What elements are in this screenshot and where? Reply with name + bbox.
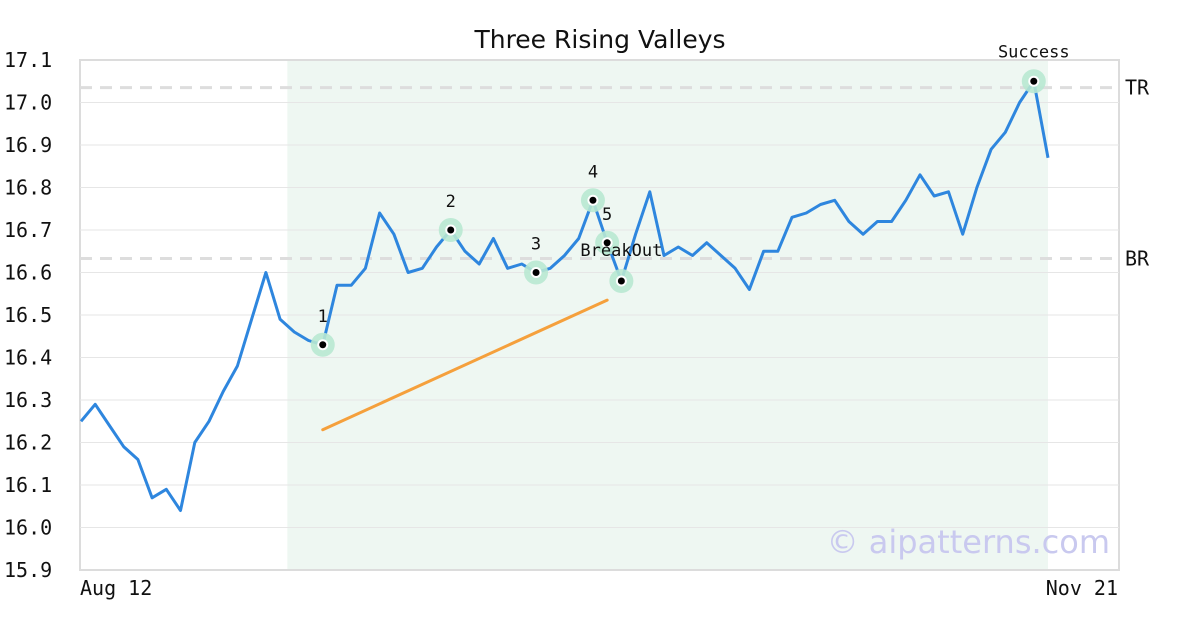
y-tick-label: 17.1: [4, 48, 52, 72]
y-tick-label: 16.5: [4, 303, 52, 327]
pivot-label-2: 2: [446, 192, 456, 212]
pivot-dot-1: [319, 341, 327, 349]
y-tick-label: 16.8: [4, 176, 52, 200]
chart-title: Three Rising Valleys: [473, 25, 725, 54]
y-tick-label: 16.4: [4, 346, 52, 370]
reference-lines: TR BR: [80, 76, 1150, 270]
pivot-label-success: Success: [998, 42, 1070, 62]
y-tick-label: 16.0: [4, 516, 52, 540]
pivot-dot-5: [603, 239, 611, 247]
pivot-label-1: 1: [318, 307, 328, 327]
y-tick-label: 16.3: [4, 388, 52, 412]
support-trendline: [321, 298, 609, 432]
pivot-dot-2: [447, 226, 455, 234]
pivot-dot-4: [589, 196, 597, 204]
pattern-annotations: 1 2 3 4 5 BreakOut Success: [310, 42, 1070, 357]
pivot-label-4: 4: [588, 162, 598, 182]
price-series: [79, 79, 1050, 512]
pivot-dot-success: [1030, 77, 1038, 85]
y-tick-label: 16.6: [4, 261, 52, 285]
reference-label-br: BR: [1125, 246, 1150, 270]
price-line: [79, 79, 1050, 512]
y-tick-label: 15.9: [4, 558, 52, 582]
y-tick-label: 16.9: [4, 133, 52, 157]
y-axis-ticks: 15.9 16.0 16.1 16.2 16.3 16.4 16.5 16.6 16.7 16.8…: [4, 48, 52, 582]
x-tick-end: Nov 21: [1046, 576, 1118, 600]
y-tick-label: 16.7: [4, 218, 52, 242]
pivot-label-3: 3: [531, 235, 541, 255]
reference-label-tr: TR: [1125, 76, 1150, 100]
pivot-label-5: 5: [602, 205, 612, 225]
pivot-label-breakout: BreakOut: [580, 241, 662, 261]
trendline: [321, 298, 609, 432]
pivot-dot-3: [532, 269, 540, 276]
watermark: © aipatterns.com: [827, 523, 1110, 561]
pivot-dot-breakout: [617, 277, 625, 285]
y-tick-label: 17.0: [4, 91, 52, 115]
y-tick-label: 16.1: [4, 473, 52, 497]
x-tick-start: Aug 12: [80, 576, 152, 600]
y-tick-label: 16.2: [4, 431, 52, 455]
